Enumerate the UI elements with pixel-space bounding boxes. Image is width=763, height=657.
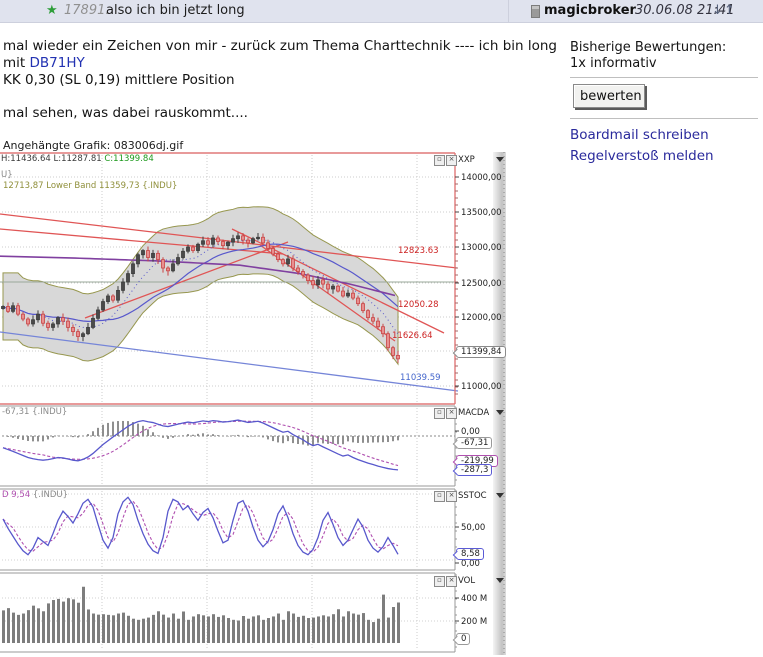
header-divider	[508, 0, 509, 22]
close-value: C:11399.84	[104, 154, 154, 164]
axis-tick-label: 12000,00	[461, 313, 502, 323]
username-link[interactable]: magicbroker	[544, 3, 636, 18]
close-icon: ×	[446, 408, 457, 419]
dropdown-icon	[496, 493, 504, 498]
sstoc-panel-selector: SSTOC	[458, 491, 487, 501]
attached-chart-image: ▫ × XXP H:11436.64 L:11287.81 C:11399.84…	[0, 152, 510, 655]
axis-tick-label: 200 M	[461, 617, 488, 627]
lower-band-legend: 12713,87 Lower Band 11359,73 {.INDU}	[3, 181, 178, 191]
user-icon	[531, 5, 540, 18]
value-callout: 8,58	[456, 548, 484, 560]
post-text-line3: KK 0,30 (SL 0,19) mittlere Position	[3, 72, 235, 88]
value-callout: 0	[456, 633, 471, 645]
price-panel-selector: XXP	[458, 155, 475, 165]
price-level-label: 11626.64	[392, 331, 433, 341]
axis-tick-label: 12500,00	[461, 279, 502, 289]
vol-panel-window-buttons: ▫ ×	[434, 576, 457, 587]
post-text-line4: mal sehen, was dabei rauskommt....	[3, 105, 248, 121]
star-icon: ★	[46, 3, 58, 18]
value-callout: -67,31	[456, 437, 493, 449]
ohlc-legend: H:11436.64 L:11287.81 C:11399.84	[1, 154, 154, 164]
axis-tick-label: 0,00	[461, 559, 480, 569]
sstoc-panel-window-buttons: ▫ ×	[434, 491, 457, 502]
post-number: 17891.	[64, 3, 110, 18]
minimize-icon: ▫	[434, 155, 445, 166]
axis-tick-label: 13500,00	[461, 208, 502, 218]
macd-legend: -67,31 {.INDU}	[2, 407, 68, 417]
ratings-value: 1x informativ	[570, 56, 657, 71]
security-link[interactable]: DB71HY	[29, 55, 85, 71]
close-icon: ×	[446, 155, 457, 166]
post-text-line2-prefix: mit	[3, 55, 30, 71]
axis-tick-label: 13000,00	[461, 243, 502, 253]
axis-tick-label: 400 M	[461, 594, 488, 604]
macd-panel-window-buttons: ▫ ×	[434, 408, 457, 419]
value-callout: -287,3	[456, 464, 493, 476]
value-callout: 11399,84	[456, 346, 506, 358]
report-violation-link[interactable]: Regelverstoß melden	[570, 148, 714, 164]
chart-scroll-strip	[493, 152, 506, 655]
post-datetime: 30.06.08 21:41	[635, 3, 735, 18]
post-header-bar: ★ 17891. also ich bin jetzt long magicbr…	[0, 0, 763, 23]
price-level-label: 12050.28	[398, 300, 439, 310]
truncated-legend: U}	[1, 170, 13, 180]
vol-panel-selector: VOL	[458, 576, 476, 586]
post-text-line1: mal wieder ein Zeichen von mir - zurück …	[3, 38, 558, 54]
sstoc-legend: D 9,54 {.INDU}	[2, 490, 69, 500]
axis-tick-label: 11000,00	[461, 382, 502, 392]
price-level-label: 11039.59	[400, 373, 441, 383]
close-icon: ×	[446, 576, 457, 587]
price-level-label: 12823.63	[398, 246, 439, 256]
minimize-icon: ▫	[434, 408, 445, 419]
axis-tick-label: 50,00	[461, 523, 486, 533]
dropdown-icon	[496, 578, 504, 583]
close-icon: ×	[446, 491, 457, 502]
minimize-icon: ▫	[434, 491, 445, 502]
sidebar-divider	[570, 77, 758, 78]
ratings-title: Bisherige Bewertungen:	[570, 40, 727, 55]
dropdown-icon	[496, 157, 504, 162]
chart-canvas	[0, 152, 459, 653]
price-panel-window-buttons: ▫ ×	[434, 155, 457, 166]
minimize-icon: ▫	[434, 576, 445, 587]
dropdown-icon	[496, 410, 504, 415]
post-title: also ich bin jetzt long	[106, 3, 245, 18]
axis-tick-label: 0,00	[461, 427, 480, 437]
axis-tick-label: 14000,00	[461, 173, 502, 183]
post-nav-arrows[interactable]: ↓↑	[712, 3, 736, 18]
rate-button[interactable]: bewerten	[573, 84, 645, 108]
boardmail-link[interactable]: Boardmail schreiben	[570, 127, 709, 143]
post-text-line2: mit DB71HY	[3, 55, 85, 72]
attachment-label: Angehängte Grafik: 083006dj.gif	[3, 139, 184, 152]
macd-panel-selector: MACDA	[458, 408, 490, 418]
sidebar-divider	[570, 118, 758, 119]
